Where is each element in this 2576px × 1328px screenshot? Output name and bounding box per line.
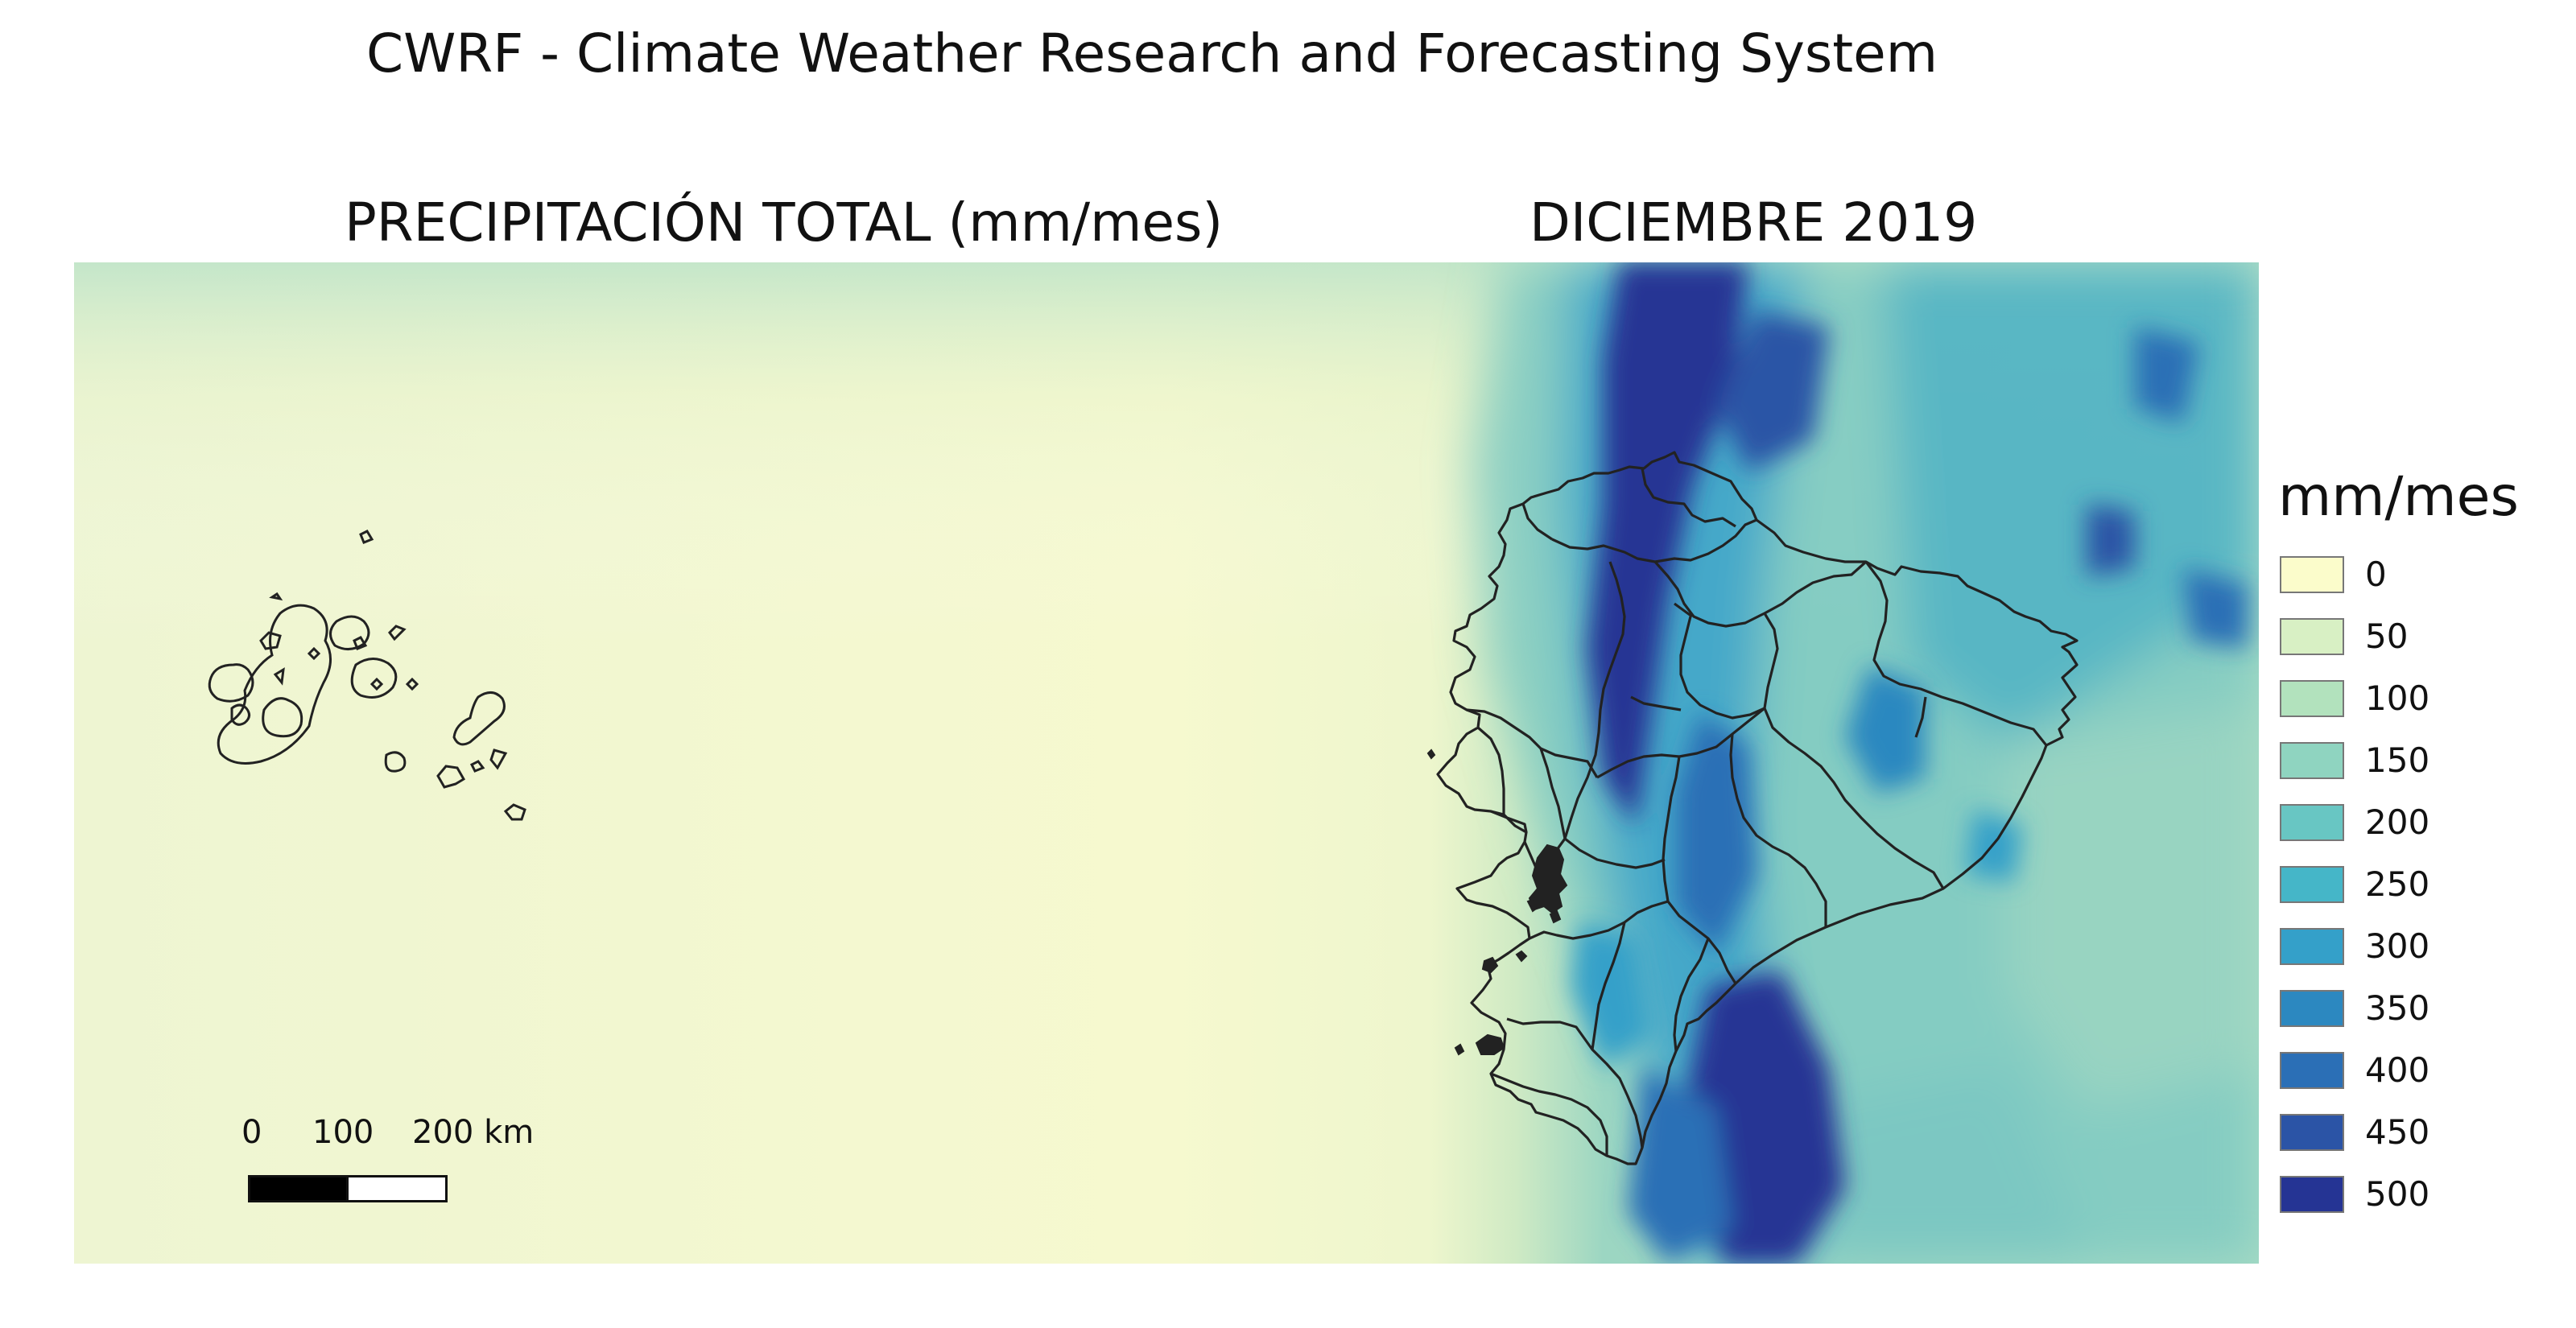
legend-swatch: [2280, 1175, 2344, 1213]
gulf-islands: [1426, 749, 1568, 1056]
legend-item: 300: [2278, 915, 2568, 977]
legend-title: mm/mes: [2278, 465, 2519, 529]
legend-items: 0 50 100 150 200 250 300 350 400 450 500: [2278, 543, 2568, 1225]
legend-item: 450: [2278, 1101, 2568, 1163]
scale-label-0: 0: [242, 1114, 262, 1151]
legend-label: 400: [2365, 1050, 2430, 1090]
legend-label: 150: [2365, 740, 2430, 780]
scale-label-200: 200 km: [412, 1114, 535, 1151]
legend-item: 200: [2278, 791, 2568, 853]
legend-item: 150: [2278, 729, 2568, 791]
legend-swatch: [2280, 1113, 2344, 1151]
legend-swatch: [2280, 927, 2344, 965]
legend-item: 350: [2278, 977, 2568, 1039]
legend-label: 300: [2365, 926, 2430, 966]
legend-swatch: [2280, 679, 2344, 717]
legend-label: 450: [2365, 1112, 2430, 1152]
ecuador-border: [1436, 451, 2079, 1165]
legend-label: 200: [2365, 802, 2430, 842]
legend-label: 250: [2365, 864, 2430, 904]
legend-label: 50: [2365, 617, 2409, 656]
legend-item: 0: [2278, 543, 2568, 605]
scale-label-100: 100: [312, 1114, 374, 1151]
galapagos-islands: [208, 530, 526, 821]
scale-segment-black: [248, 1175, 349, 1202]
legend-swatch: [2280, 803, 2344, 841]
legend-item: 400: [2278, 1039, 2568, 1101]
legend-swatch: [2280, 865, 2344, 903]
legend-swatch: [2280, 555, 2344, 593]
legend-label: 350: [2365, 988, 2430, 1028]
map-canvas: [74, 262, 2259, 1264]
scale-segment-white: [346, 1175, 448, 1202]
legend: mm/mes 0 50 100 150 200 250 300 350 400 450 500: [2278, 465, 2568, 1225]
legend-item: 500: [2278, 1163, 2568, 1225]
scale-bar: 0 100 200 km: [242, 1114, 580, 1210]
precipitation-map: [74, 262, 2259, 1264]
legend-label: 500: [2365, 1174, 2430, 1214]
main-title: CWRF - Climate Weather Research and Fore…: [366, 23, 1938, 85]
legend-swatch: [2280, 989, 2344, 1027]
map-subtitle-variable: PRECIPITACIÓN TOTAL (mm/mes): [345, 192, 1224, 254]
map-subtitle-date: DICIEMBRE 2019: [1530, 192, 1978, 254]
legend-label: 0: [2365, 555, 2387, 594]
legend-swatch: [2280, 741, 2344, 779]
legend-item: 100: [2278, 667, 2568, 729]
legend-swatch: [2280, 1051, 2344, 1089]
legend-label: 100: [2365, 678, 2430, 718]
legend-item: 50: [2278, 605, 2568, 667]
legend-item: 250: [2278, 853, 2568, 915]
ecuador-mainland: [1436, 451, 2079, 1165]
legend-swatch: [2280, 617, 2344, 655]
